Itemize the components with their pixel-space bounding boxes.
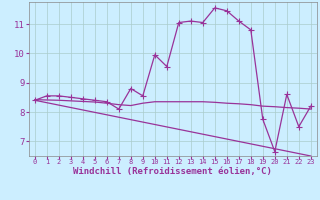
X-axis label: Windchill (Refroidissement éolien,°C): Windchill (Refroidissement éolien,°C) xyxy=(73,167,272,176)
